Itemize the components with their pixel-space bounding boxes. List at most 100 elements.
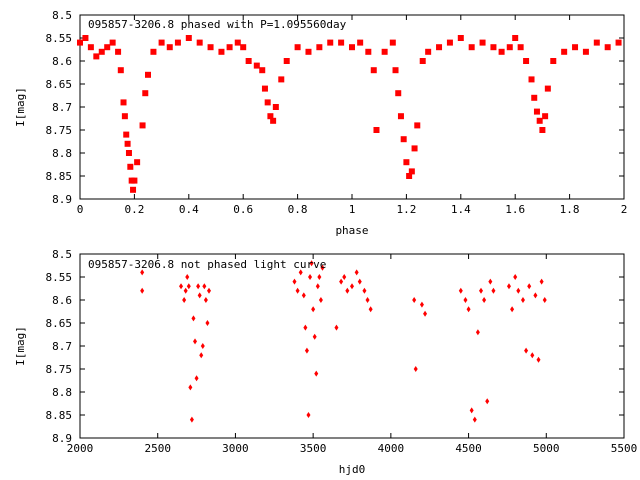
x-tick-label: 0.8 <box>288 203 308 216</box>
data-point <box>528 76 535 83</box>
data-point <box>93 53 100 60</box>
x-tick-label: 1.6 <box>505 203 525 216</box>
data-point <box>315 283 320 290</box>
data-point <box>408 168 415 175</box>
data-point <box>166 44 173 51</box>
data-point <box>491 287 496 294</box>
data-point <box>267 113 274 120</box>
data-point <box>196 39 203 46</box>
data-point <box>544 85 551 92</box>
data-point <box>259 67 266 74</box>
data-point <box>301 292 306 299</box>
y-tick-label: 8.65 <box>46 317 73 330</box>
data-point <box>202 283 207 290</box>
data-point <box>186 283 191 290</box>
data-point <box>365 48 372 55</box>
y-tick-label: 8.55 <box>46 271 73 284</box>
data-point <box>542 297 547 303</box>
data-point <box>320 264 325 271</box>
data-point <box>207 287 212 294</box>
data-point <box>179 283 184 290</box>
phased-light-curve-panel: 0 0.2 0.4 0.6 0.8 1 1.2 1.4 1.6 1.8 2 8.5 8.55 8.6 8.6… <box>14 9 627 237</box>
data-point <box>516 287 521 294</box>
data-point <box>446 39 453 46</box>
data-point <box>150 48 157 55</box>
data-point <box>423 310 428 317</box>
data-point <box>298 269 303 276</box>
data-point <box>520 297 525 303</box>
data-point <box>121 113 128 120</box>
x-tick-label: 4000 <box>378 442 405 455</box>
x-tick-label: 1.2 <box>396 203 416 216</box>
y-tick-label: 8.85 <box>46 170 73 183</box>
phased-y-axis-label: I[mag] <box>14 87 27 127</box>
data-point <box>109 39 116 46</box>
data-point <box>205 320 210 326</box>
data-point <box>536 356 541 363</box>
data-point <box>140 287 145 294</box>
data-point <box>87 44 94 51</box>
data-point <box>370 67 377 74</box>
y-tick-label: 8.85 <box>46 409 73 422</box>
x-tick-label: 3500 <box>300 442 327 455</box>
y-tick-label: 8.6 <box>52 55 72 68</box>
x-tick-label: 2500 <box>144 442 171 455</box>
data-point <box>142 90 149 97</box>
data-point <box>264 99 271 106</box>
data-point <box>131 177 138 184</box>
y-tick-label: 8.5 <box>52 248 72 261</box>
x-tick-label: 5500 <box>611 442 638 455</box>
data-point <box>342 274 347 280</box>
data-point <box>530 352 535 359</box>
data-point <box>425 48 432 55</box>
data-point <box>193 338 198 345</box>
data-point <box>524 347 529 354</box>
phased-plot-title: 095857-3206.8 phased with P=1.095560day <box>88 18 347 31</box>
data-point <box>436 44 443 51</box>
data-point <box>134 159 141 166</box>
data-point <box>539 127 546 133</box>
data-point <box>295 287 300 294</box>
x-tick-label: 0.6 <box>233 203 253 216</box>
data-point <box>403 159 410 166</box>
data-point <box>185 35 192 41</box>
data-point <box>194 375 199 382</box>
data-point <box>512 35 519 41</box>
x-tick-label: 0.4 <box>179 203 199 216</box>
data-point <box>362 287 367 294</box>
y-tick-label: 8.6 <box>52 294 72 307</box>
data-point <box>458 287 463 294</box>
data-point <box>615 39 622 46</box>
data-point <box>482 297 487 303</box>
data-point <box>317 274 322 280</box>
data-point <box>468 44 475 51</box>
data-point <box>306 412 311 418</box>
data-point <box>130 186 137 193</box>
data-point <box>523 58 530 64</box>
data-point <box>292 278 297 285</box>
data-point <box>203 297 208 303</box>
data-point <box>345 287 350 294</box>
y-tick-label: 8.55 <box>46 32 73 45</box>
data-point <box>304 347 309 354</box>
data-point <box>561 48 568 55</box>
data-point <box>123 131 130 138</box>
data-point <box>191 315 196 322</box>
y-tick-label: 8.65 <box>46 78 73 91</box>
data-point <box>354 269 359 276</box>
data-point <box>311 306 316 313</box>
data-point <box>604 44 611 51</box>
x-tick-label: 1 <box>349 203 356 216</box>
y-tick-label: 8.7 <box>52 101 72 114</box>
data-point <box>414 122 421 129</box>
data-point <box>189 416 194 423</box>
y-tick-label: 8.5 <box>52 9 72 22</box>
data-point <box>498 48 505 55</box>
data-point <box>463 297 468 303</box>
data-point <box>506 283 511 290</box>
data-point <box>469 407 474 414</box>
data-point <box>197 292 202 299</box>
data-point <box>218 48 225 55</box>
data-point <box>392 67 399 74</box>
